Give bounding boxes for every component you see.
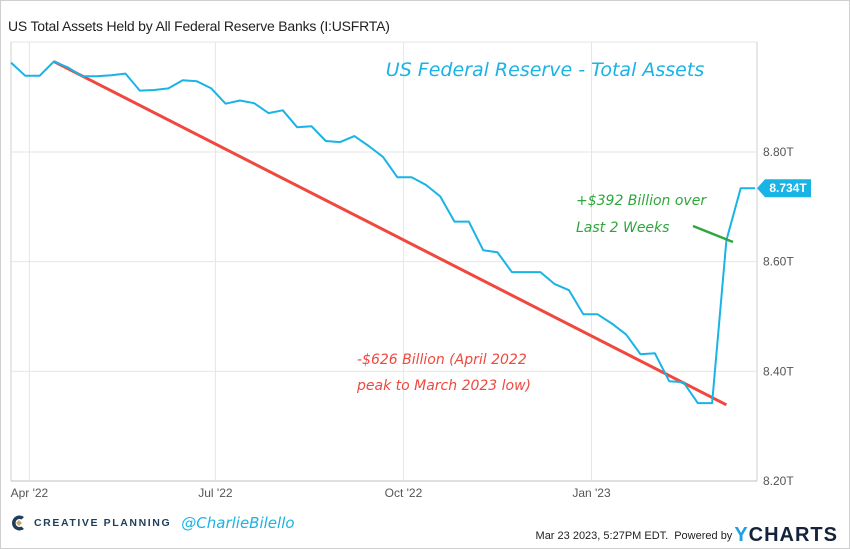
ycharts-logo[interactable]: YCHARTS	[734, 524, 838, 547]
x-axis: Apr '22 Jul '22 Oct '22 Jan '23	[11, 486, 611, 500]
decline-annotation-line: peak to March 2023 low)	[356, 378, 531, 394]
decline-annotation-line: -$626 Billion (April 2022	[357, 352, 527, 368]
timestamp: Mar 23 2023, 5:27PM EDT.	[535, 529, 669, 542]
y-axis: 8.20T 8.40T 8.60T 8.80T	[763, 145, 794, 488]
annotations: US Federal Reserve - Total Assets +$392 B…	[356, 59, 734, 394]
twitter-handle: @CharlieBilello	[181, 514, 295, 532]
y-tick-label: 8.20T	[763, 474, 794, 488]
trend-line	[53, 60, 728, 407]
ycharts-y: Y	[734, 524, 749, 546]
y-tick-label: 8.80T	[763, 145, 794, 159]
x-tick-label: Jul '22	[198, 486, 233, 500]
footer-source: Mar 23 2023, 5:27PM EDT. Powered by YCHA…	[536, 524, 838, 547]
subtitle-annotation: US Federal Reserve - Total Assets	[386, 59, 705, 81]
grid	[10, 41, 758, 482]
trend-line-group	[53, 60, 728, 407]
powered-by-label: Powered by	[674, 529, 733, 542]
last-value-badge	[757, 179, 811, 198]
creative-planning-logo-icon	[10, 514, 28, 532]
gain-annotation-line: Last 2 Weeks	[576, 220, 669, 236]
last-value-badge-group: 8.734T	[757, 179, 811, 198]
chart-title: US Total Assets Held by All Federal Rese…	[8, 18, 390, 34]
brand-name: CREATIVE PLANNING	[34, 517, 172, 529]
y-tick-label: 8.40T	[763, 364, 794, 378]
series-group	[10, 60, 755, 405]
last-value-label: 8.734T	[769, 181, 807, 195]
gain-annotation-line: +$392 Billion over	[576, 193, 707, 209]
series-line	[10, 60, 755, 405]
y-tick-label: 8.60T	[763, 255, 794, 269]
x-tick-label: Oct '22	[385, 486, 423, 500]
x-tick-label: Apr '22	[11, 486, 49, 500]
x-tick-label: Jan '23	[572, 486, 611, 500]
ycharts-text: CHARTS	[748, 524, 838, 546]
footer-branding: CREATIVE PLANNING @CharlieBilello	[10, 514, 295, 532]
gain-annotation-arrow	[692, 224, 734, 244]
